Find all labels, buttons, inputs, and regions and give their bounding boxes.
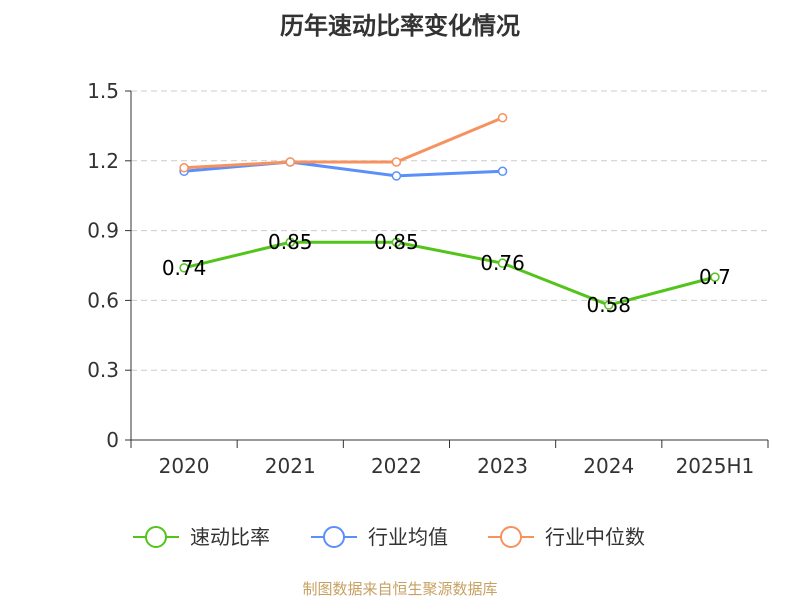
data-point <box>179 163 189 173</box>
data-label: 0.58 <box>586 293 631 317</box>
x-tick-label: 2021 <box>265 454 316 478</box>
axes <box>130 91 768 441</box>
y-tick-label: 1.5 <box>87 79 119 103</box>
series-line-0 <box>183 240 716 307</box>
y-tick-label: 0 <box>106 428 119 452</box>
data-point <box>391 157 402 167</box>
x-tick-label: 2022 <box>371 454 422 478</box>
source-footer: 制图数据来自恒生聚源数据库 <box>302 580 498 598</box>
y-tick-label: 0.3 <box>87 358 119 382</box>
data-point <box>285 157 295 167</box>
data-point <box>179 263 189 273</box>
x-tick-label: 2020 <box>159 454 210 478</box>
data-label: 0.7 <box>699 265 731 289</box>
data-point <box>497 166 508 177</box>
legend-label: 行业中位数 <box>545 525 645 549</box>
data-point <box>497 113 508 123</box>
data-point <box>710 272 720 282</box>
data-labels: 0.74 0.85 0.85 0.76 0.58 0.7 <box>162 230 731 317</box>
y-tick-label: 1.2 <box>87 149 119 173</box>
legend-marker-icon <box>323 526 345 548</box>
data-point <box>497 258 508 268</box>
x-tick-label: 2024 <box>583 454 634 478</box>
y-tick-label: 0.9 <box>87 219 119 243</box>
chart-title: 历年速动比率变化情况 <box>280 12 520 40</box>
data-point <box>391 171 402 181</box>
series-layer <box>179 113 720 310</box>
data-label: 0.76 <box>480 251 525 275</box>
y-axis-ticks: 0 0.3 0.6 0.9 1.2 1.5 <box>87 79 131 452</box>
data-point <box>391 237 402 247</box>
legend-marker-icon <box>500 526 522 548</box>
y-tick-label: 0.6 <box>87 288 119 312</box>
legend-item-0[interactable]: 速动比率 <box>133 525 270 549</box>
legend-item-1[interactable]: 行业均值 <box>311 525 448 549</box>
x-tick-label: 2023 <box>477 454 528 478</box>
legend-label: 速动比率 <box>190 525 270 549</box>
series-line-1 <box>183 160 503 178</box>
data-label: 0.85 <box>374 230 419 254</box>
data-label: 0.74 <box>162 256 207 280</box>
data-label: 0.85 <box>268 230 313 254</box>
data-point <box>285 237 295 247</box>
legend-item-2[interactable]: 行业中位数 <box>488 525 645 549</box>
legend-marker-icon <box>145 526 167 548</box>
x-tick-label: 2025H1 <box>676 454 755 478</box>
data-point <box>604 300 614 310</box>
grid-lines <box>131 90 768 371</box>
x-axis-ticks: 2020 2021 2022 2023 2024 2025H1 <box>130 440 769 478</box>
series-line-2 <box>184 116 504 170</box>
legend: 速动比率 行业均值 行业中位数 <box>133 525 645 549</box>
legend-label: 行业均值 <box>368 525 448 549</box>
